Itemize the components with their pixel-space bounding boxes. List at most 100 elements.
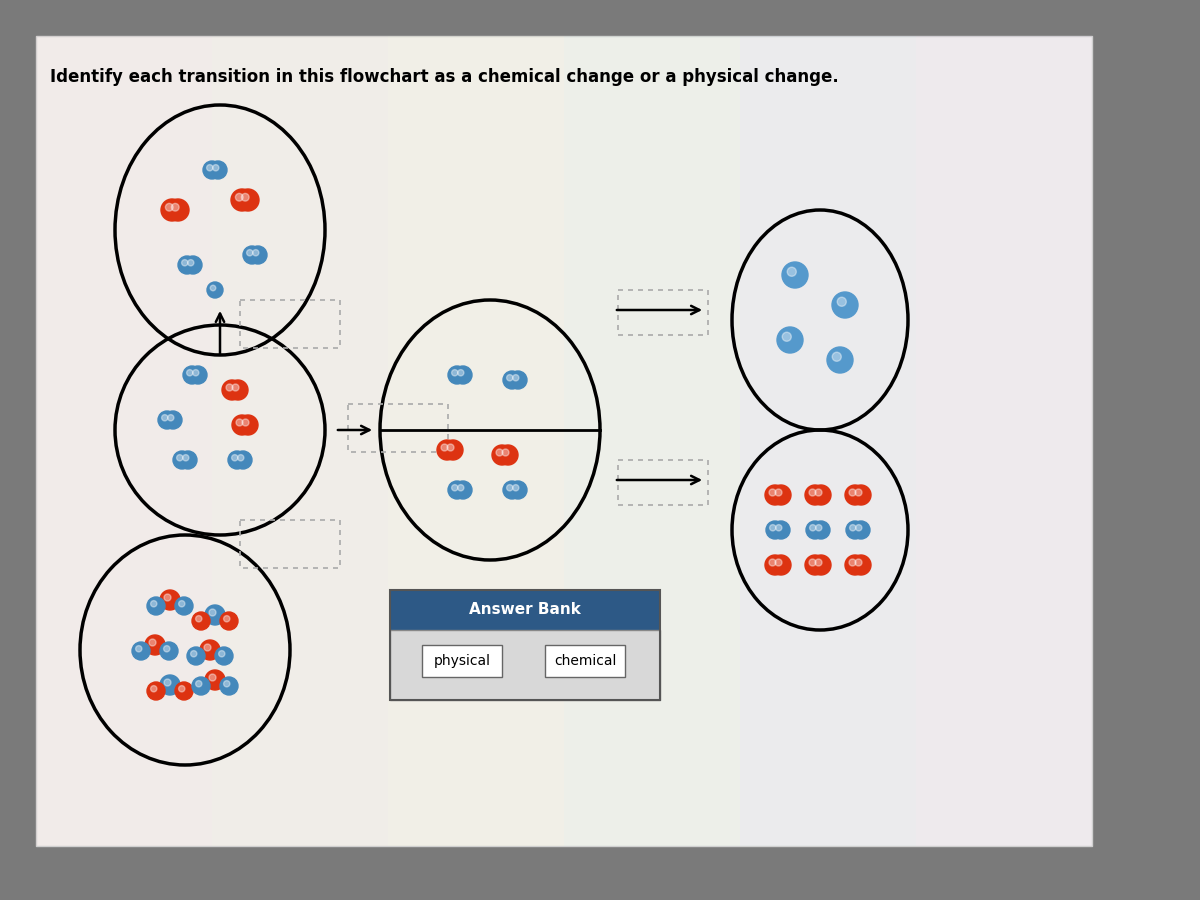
Circle shape <box>209 161 227 179</box>
Circle shape <box>509 371 527 389</box>
Circle shape <box>492 445 512 465</box>
Circle shape <box>228 451 246 469</box>
Circle shape <box>448 366 466 384</box>
Circle shape <box>443 440 463 460</box>
Circle shape <box>204 644 211 651</box>
Circle shape <box>815 559 822 566</box>
Circle shape <box>220 612 238 630</box>
Bar <box>564 36 740 846</box>
Circle shape <box>503 481 521 499</box>
Circle shape <box>437 440 457 460</box>
Circle shape <box>242 419 250 426</box>
Circle shape <box>187 259 194 266</box>
Bar <box>545 645 625 677</box>
Circle shape <box>854 489 862 496</box>
Circle shape <box>145 635 166 655</box>
Circle shape <box>210 285 216 291</box>
Circle shape <box>160 675 180 695</box>
Circle shape <box>778 327 803 353</box>
Bar <box>240 520 340 568</box>
Circle shape <box>851 555 871 575</box>
Circle shape <box>451 484 458 491</box>
Circle shape <box>448 481 466 499</box>
Circle shape <box>200 640 220 660</box>
Bar <box>36 36 1092 846</box>
Circle shape <box>182 454 188 461</box>
Circle shape <box>151 686 157 692</box>
Circle shape <box>190 366 208 384</box>
Bar <box>422 645 502 677</box>
Circle shape <box>232 454 238 461</box>
Circle shape <box>234 451 252 469</box>
Text: Identify each transition in this flowchart as a chemical change or a physical ch: Identify each transition in this flowcha… <box>50 68 839 86</box>
Circle shape <box>209 609 216 616</box>
Circle shape <box>238 189 259 211</box>
Text: Answer Bank: Answer Bank <box>469 602 581 617</box>
Circle shape <box>498 445 518 465</box>
Circle shape <box>851 485 871 505</box>
Circle shape <box>192 677 210 695</box>
Circle shape <box>209 674 216 681</box>
Circle shape <box>512 374 518 381</box>
Circle shape <box>161 199 182 221</box>
Circle shape <box>454 366 472 384</box>
Circle shape <box>230 189 253 211</box>
Circle shape <box>805 485 826 505</box>
Circle shape <box>191 651 197 657</box>
Circle shape <box>512 484 518 491</box>
Circle shape <box>766 521 784 539</box>
Circle shape <box>502 449 509 456</box>
Circle shape <box>787 267 797 276</box>
Circle shape <box>238 454 244 461</box>
Circle shape <box>166 203 173 212</box>
Circle shape <box>226 384 233 391</box>
Circle shape <box>160 642 178 660</box>
Circle shape <box>845 555 865 575</box>
Circle shape <box>850 525 856 531</box>
Bar <box>36 36 212 846</box>
Circle shape <box>184 256 202 274</box>
Circle shape <box>446 444 454 451</box>
Circle shape <box>235 194 244 201</box>
Circle shape <box>856 525 862 531</box>
Circle shape <box>212 165 218 171</box>
Circle shape <box>205 605 226 625</box>
Circle shape <box>850 489 856 496</box>
Circle shape <box>232 415 252 435</box>
Circle shape <box>220 677 238 695</box>
Circle shape <box>196 680 202 687</box>
Circle shape <box>179 600 185 607</box>
Circle shape <box>772 485 791 505</box>
Circle shape <box>196 616 202 622</box>
Circle shape <box>247 249 253 256</box>
Circle shape <box>766 555 785 575</box>
Circle shape <box>206 165 212 171</box>
Bar <box>388 36 564 846</box>
Circle shape <box>506 484 512 491</box>
Circle shape <box>175 682 193 700</box>
Circle shape <box>809 489 816 496</box>
Circle shape <box>833 352 841 361</box>
Circle shape <box>232 384 239 391</box>
Circle shape <box>238 415 258 435</box>
Circle shape <box>208 282 223 298</box>
Bar <box>390 630 660 700</box>
Circle shape <box>164 594 172 601</box>
Bar <box>390 590 660 700</box>
Circle shape <box>223 616 230 622</box>
Circle shape <box>178 256 196 274</box>
Circle shape <box>454 481 472 499</box>
Circle shape <box>451 370 458 376</box>
Circle shape <box>173 451 191 469</box>
Circle shape <box>850 559 856 566</box>
Circle shape <box>192 370 199 376</box>
Circle shape <box>160 590 180 610</box>
Bar <box>618 460 708 505</box>
Circle shape <box>187 370 193 376</box>
Circle shape <box>809 559 816 566</box>
Circle shape <box>769 525 776 531</box>
Circle shape <box>222 380 242 400</box>
Circle shape <box>205 670 226 690</box>
Circle shape <box>187 647 205 665</box>
Circle shape <box>845 485 865 505</box>
